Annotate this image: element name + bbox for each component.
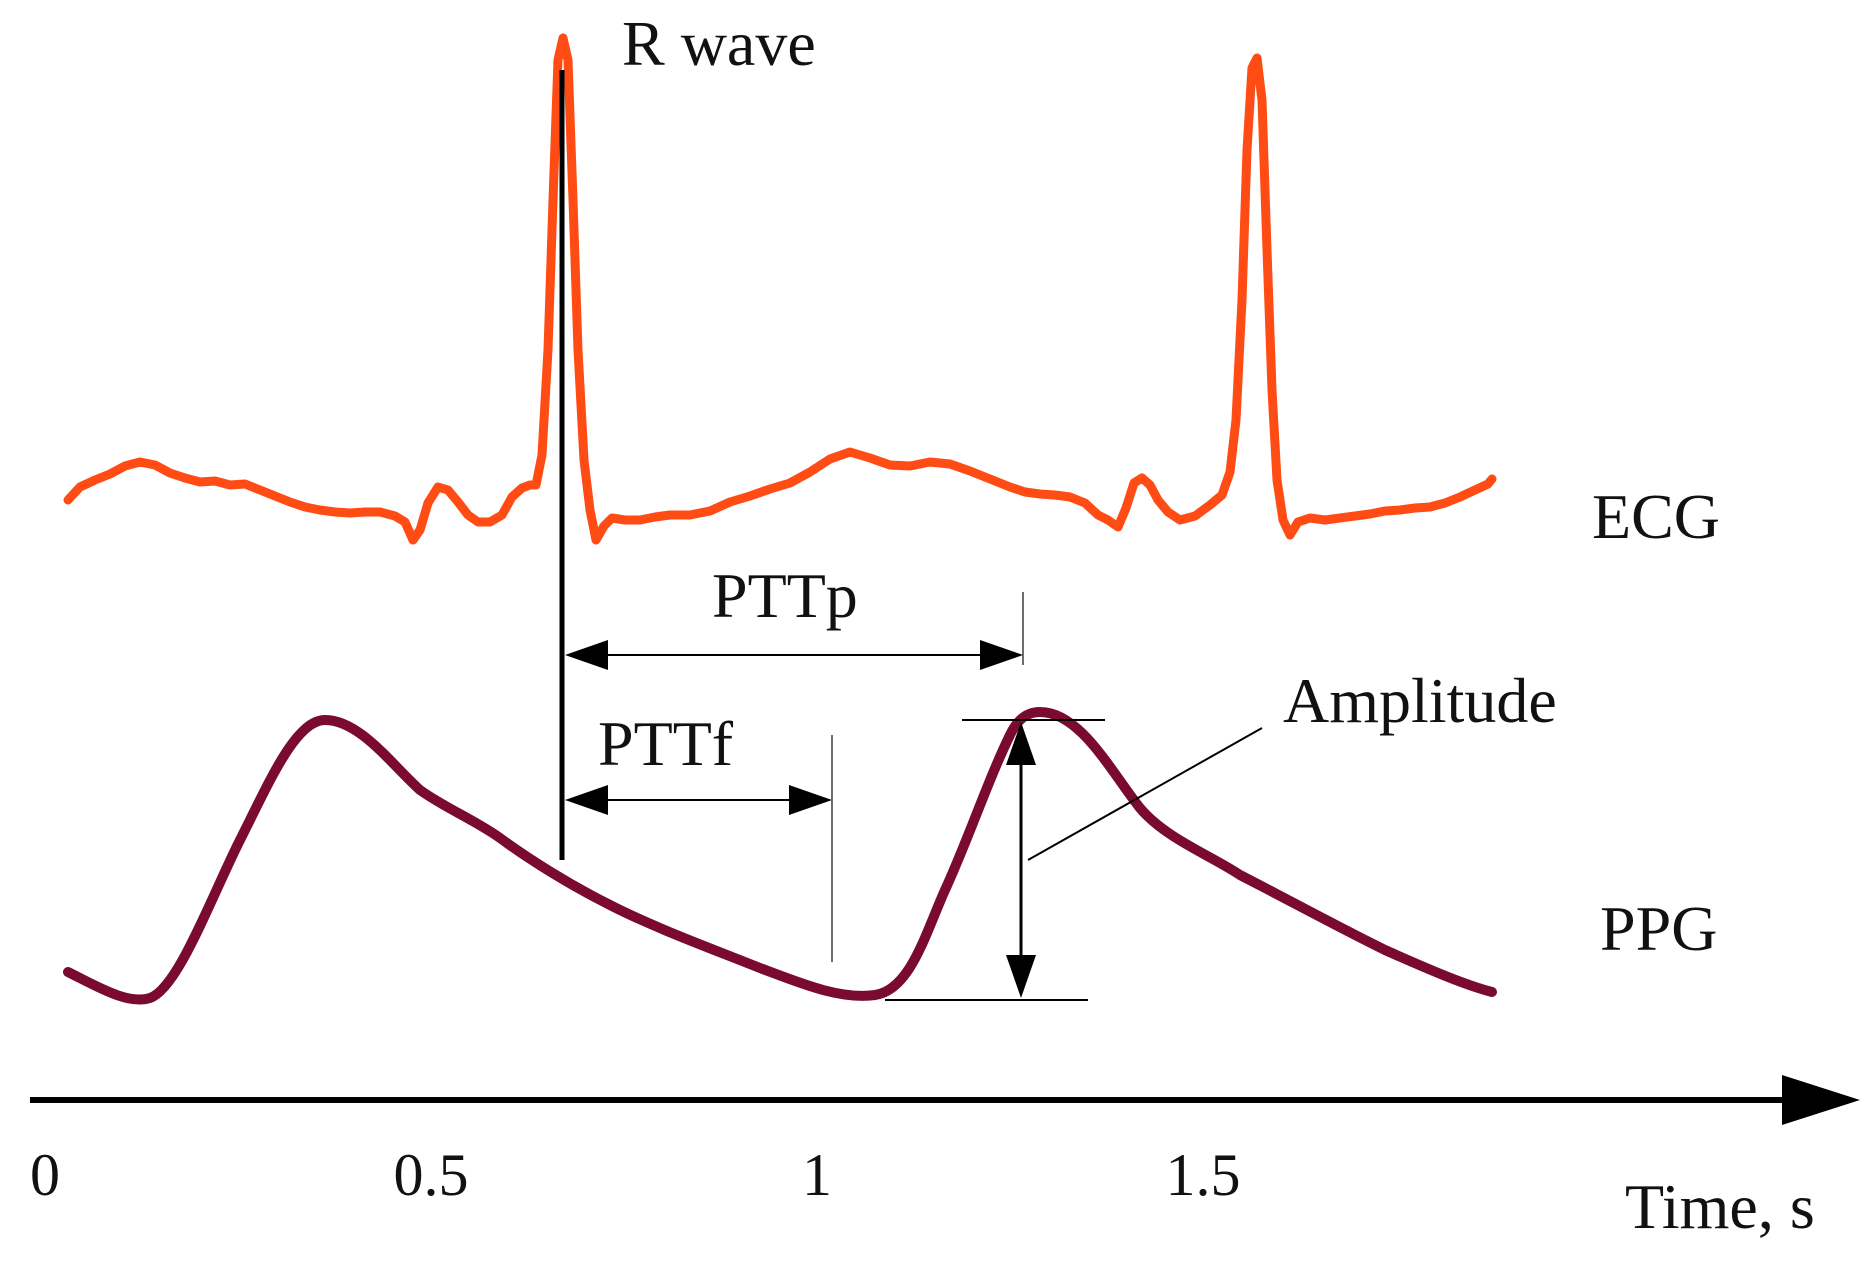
pttf-label: PTTf [598,708,734,779]
ppg-trace [63,707,1497,1005]
ppg-label: PPG [1600,893,1717,964]
pttf-arrow-right [789,785,832,815]
x-tick-labels: 0 0.5 1 1.5 [30,1142,1241,1208]
ecg-trace [63,33,1497,545]
x-tick-label: 0 [30,1142,60,1208]
pttp-arrow-right [980,640,1023,670]
ecg-label: ECG [1592,481,1720,552]
amplitude-leader-line [1027,727,1263,861]
x-tick-label: 0.5 [394,1142,469,1208]
amplitude-arrow-bottom [1006,955,1036,998]
pttf-arrow-left [565,785,608,815]
pttp-arrow-left [565,640,608,670]
x-tick-label: 1 [802,1142,832,1208]
amplitude-arrow-top [1006,722,1036,765]
x-axis-label: Time, s [1625,1171,1815,1242]
time-axis-arrowhead [1782,1075,1860,1125]
pttp-label: PTTp [712,560,858,631]
amplitude-label: Amplitude [1283,665,1557,736]
x-tick-label: 1.5 [1166,1142,1241,1208]
r-wave-label: R wave [622,8,816,79]
